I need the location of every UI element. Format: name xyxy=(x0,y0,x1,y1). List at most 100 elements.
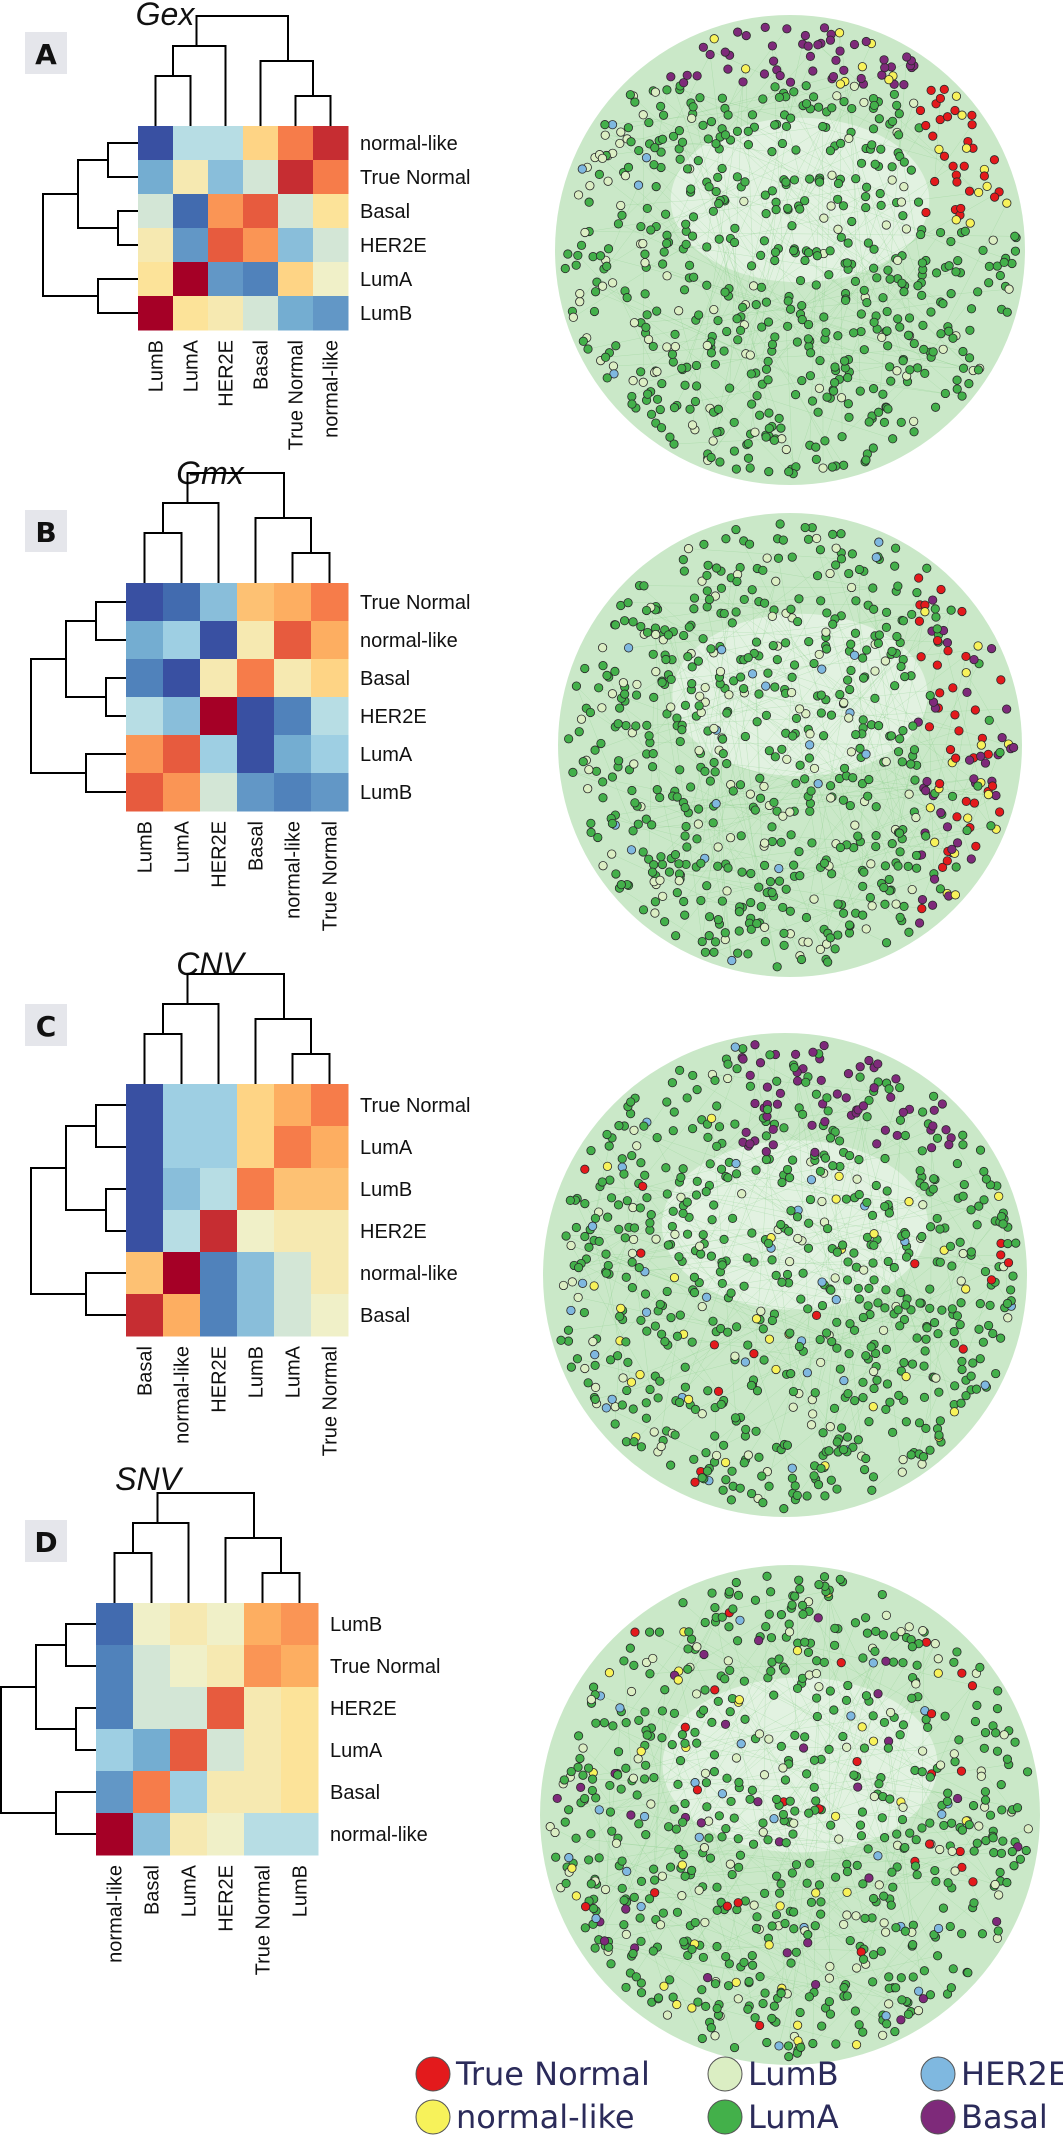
network-node xyxy=(895,1115,906,1125)
network-node xyxy=(770,82,780,92)
network-node xyxy=(690,1917,700,1928)
network-node xyxy=(835,79,846,89)
network-node xyxy=(708,1316,718,1326)
network-node xyxy=(985,1300,995,1310)
network-node xyxy=(789,175,800,185)
network-node xyxy=(774,876,785,886)
network-node xyxy=(868,384,879,394)
network-node xyxy=(972,1838,982,1848)
network-node xyxy=(760,937,770,947)
network-node xyxy=(835,1364,845,1374)
network-node xyxy=(646,1210,656,1220)
network-node xyxy=(855,386,865,396)
network-node xyxy=(778,902,788,913)
network-node xyxy=(987,781,998,791)
network-node xyxy=(917,904,927,914)
network-node xyxy=(861,924,871,934)
network-node xyxy=(878,1325,889,1335)
network-node xyxy=(921,1637,932,1647)
network-node xyxy=(693,156,703,166)
network-node xyxy=(682,842,692,852)
network-node xyxy=(667,1078,677,1088)
legend-swatch xyxy=(707,2056,743,2092)
network-node xyxy=(622,1866,632,1876)
network-node xyxy=(659,1981,669,1991)
heatmap-cell-0-5 xyxy=(281,1603,319,1646)
heatmap-cell-5-4 xyxy=(278,296,314,331)
network-node xyxy=(825,1686,835,1696)
network-node xyxy=(806,1897,817,1907)
network-node xyxy=(852,1860,862,1870)
network-node xyxy=(739,1676,749,1686)
network-node xyxy=(752,717,762,727)
network-node xyxy=(745,789,755,799)
network-node xyxy=(855,1820,866,1830)
network-node xyxy=(804,1218,814,1228)
network-node xyxy=(722,708,732,718)
network-node xyxy=(725,1859,735,1869)
network-node xyxy=(937,1305,947,1315)
network-node xyxy=(786,113,796,123)
network-node xyxy=(922,1323,932,1333)
network-node xyxy=(687,1944,697,1954)
network-node xyxy=(913,197,924,207)
network-node xyxy=(816,1463,826,1474)
network-node xyxy=(816,1075,826,1085)
network-node xyxy=(664,867,675,877)
network-node xyxy=(949,1338,959,1348)
network-node xyxy=(800,255,810,266)
network-node xyxy=(600,1884,611,1895)
network-node xyxy=(788,731,798,741)
network-node xyxy=(717,1260,727,1270)
network-node xyxy=(949,1749,959,1759)
network-node xyxy=(971,1384,982,1394)
network-node xyxy=(594,1236,604,1246)
network-node xyxy=(725,1707,735,1717)
panel-letter: B xyxy=(35,516,56,549)
network-node xyxy=(698,1952,708,1963)
network-node xyxy=(574,1262,584,1273)
network-node xyxy=(721,534,731,544)
network-node xyxy=(802,1878,812,1888)
network-node xyxy=(770,255,780,266)
network-node xyxy=(586,818,596,828)
network-node xyxy=(828,1161,838,1171)
network-node xyxy=(573,1292,583,1303)
heatmap-cell-2-1 xyxy=(163,1168,201,1211)
network-node xyxy=(976,751,986,761)
network-node xyxy=(719,608,729,619)
network-node xyxy=(939,1820,949,1831)
network-node xyxy=(855,1062,865,1072)
network-node xyxy=(608,1721,618,1731)
network-node xyxy=(576,240,587,250)
network-node xyxy=(854,2020,864,2030)
network-node xyxy=(665,1862,676,1872)
network-node xyxy=(719,1234,729,1245)
network-node xyxy=(746,369,756,379)
network-node xyxy=(743,2004,753,2014)
network-node xyxy=(669,1272,680,1283)
network-node xyxy=(631,690,642,700)
network-node xyxy=(792,337,802,347)
network-node xyxy=(873,1059,883,1069)
network-node xyxy=(840,295,851,306)
network-node xyxy=(755,1972,765,1982)
network-node xyxy=(746,1380,757,1390)
network-node xyxy=(761,1131,772,1141)
network-node xyxy=(597,153,608,163)
network-node xyxy=(836,232,846,242)
network-node xyxy=(896,417,906,427)
network-node xyxy=(897,278,907,288)
network-node xyxy=(881,757,891,767)
legend-label: LumA xyxy=(748,2098,839,2136)
network-node xyxy=(917,1459,927,1469)
network-node xyxy=(641,814,651,824)
network-node xyxy=(634,1819,644,1829)
network-node xyxy=(869,263,879,273)
network-node xyxy=(838,1240,848,1250)
network-node xyxy=(777,1177,787,1188)
network-node xyxy=(871,1180,881,1191)
network-node xyxy=(941,1125,951,1135)
network-node xyxy=(735,1483,745,1493)
heatmap-cell-1-3 xyxy=(237,1126,275,1169)
